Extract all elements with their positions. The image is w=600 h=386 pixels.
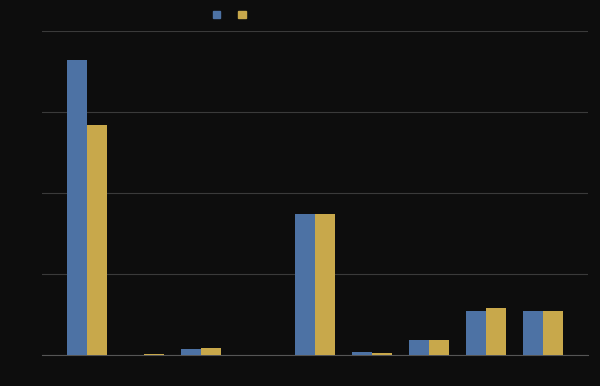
- Bar: [87, 125, 107, 355]
- Bar: [201, 348, 221, 355]
- Bar: [409, 340, 429, 355]
- Bar: [486, 308, 506, 355]
- Bar: [352, 352, 372, 355]
- Bar: [124, 354, 144, 355]
- Bar: [67, 60, 87, 355]
- Bar: [466, 311, 486, 355]
- Bar: [543, 311, 563, 355]
- Bar: [295, 213, 315, 355]
- Legend: , : ,: [212, 10, 254, 20]
- Bar: [315, 213, 335, 355]
- Bar: [258, 354, 278, 355]
- Bar: [372, 353, 392, 355]
- Bar: [429, 340, 449, 355]
- Bar: [523, 311, 543, 355]
- Bar: [181, 349, 201, 355]
- Bar: [144, 354, 164, 355]
